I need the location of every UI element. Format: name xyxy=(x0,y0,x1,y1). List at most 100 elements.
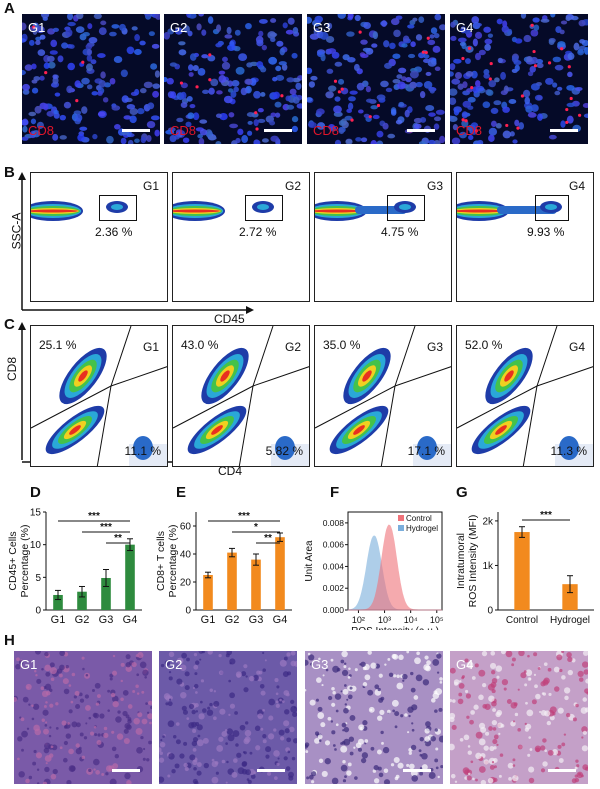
nucleus xyxy=(52,74,58,80)
tissue-cell xyxy=(547,667,552,672)
tissue-cell xyxy=(437,775,440,779)
tissue-cell xyxy=(181,652,188,659)
nucleus xyxy=(188,64,194,72)
tissue-cell xyxy=(567,656,573,663)
tissue-cell xyxy=(255,745,261,751)
tissue-cell xyxy=(19,716,22,719)
tissue-cell xyxy=(382,746,390,754)
tissue-cell xyxy=(59,746,63,750)
tissue-cell xyxy=(466,715,470,719)
nucleus xyxy=(514,38,523,44)
nucleus xyxy=(428,112,436,117)
nucleus xyxy=(392,53,401,59)
tissue-cell xyxy=(459,737,464,742)
nucleus xyxy=(307,97,313,102)
flow-cd45-g3: G3 4.75 % xyxy=(314,172,452,302)
tissue-cell xyxy=(331,686,335,691)
nucleus xyxy=(328,85,337,92)
tissue-cell xyxy=(348,736,355,742)
y-axis-label: ROS Intensity (MFI) xyxy=(467,515,479,608)
nucleus xyxy=(540,18,550,23)
nucleus xyxy=(187,112,195,119)
tissue-cell xyxy=(480,779,487,784)
tissue-cell xyxy=(133,717,140,725)
cd8-signal xyxy=(489,61,493,66)
nucleus xyxy=(474,52,481,61)
nucleus xyxy=(419,91,426,99)
nucleus xyxy=(512,139,518,144)
nucleus xyxy=(459,41,466,47)
cd8-signal xyxy=(280,94,284,98)
nucleus xyxy=(346,31,355,37)
density-contour xyxy=(457,209,504,213)
tissue-cell xyxy=(256,670,261,675)
nucleus xyxy=(97,53,106,58)
tissue-cell xyxy=(425,665,431,672)
nucleus xyxy=(210,78,219,87)
tissue-cell xyxy=(418,749,422,753)
tissue-cell xyxy=(109,673,114,678)
tissue-cell xyxy=(148,700,152,706)
nucleus xyxy=(536,95,543,101)
cd8-percentage: 43.0 % xyxy=(181,338,219,352)
nucleus xyxy=(275,112,281,118)
tissue-cell xyxy=(275,703,280,708)
tissue-cell xyxy=(97,694,101,699)
nucleus xyxy=(372,114,380,120)
tissue-cell xyxy=(450,667,456,674)
nucleus xyxy=(292,96,300,104)
tissue-cell xyxy=(353,746,356,749)
nucleus xyxy=(144,14,152,17)
nucleus xyxy=(222,56,228,63)
nucleus xyxy=(560,120,566,128)
tissue-cell xyxy=(347,762,352,767)
tissue-cell xyxy=(581,661,588,668)
tissue-cell xyxy=(214,761,219,765)
tissue-cell xyxy=(274,776,278,780)
tissue-cell xyxy=(36,678,42,684)
he-stain-g1: G1 xyxy=(14,651,152,784)
tissue-cell xyxy=(107,709,110,712)
nucleus xyxy=(393,29,401,38)
tissue-cell xyxy=(93,758,100,766)
tissue-cell xyxy=(372,769,377,773)
tissue-cell xyxy=(79,732,84,737)
tissue-cell xyxy=(194,702,199,708)
nucleus xyxy=(152,90,160,98)
tissue-cell xyxy=(226,760,229,764)
quadrant-line xyxy=(96,385,112,466)
tissue-cell xyxy=(500,651,506,655)
nucleus xyxy=(77,134,85,142)
panel-c-y-arrow xyxy=(18,322,26,460)
tissue-cell xyxy=(180,691,187,699)
nucleus xyxy=(31,79,38,84)
tissue-cell xyxy=(306,776,310,780)
tissue-cell xyxy=(91,689,95,693)
tissue-cell xyxy=(558,758,564,763)
quadrant-line xyxy=(522,385,538,466)
nucleus xyxy=(565,16,571,22)
nucleus xyxy=(169,62,178,67)
nucleus xyxy=(508,99,517,104)
tissue-cell xyxy=(213,690,217,693)
tissue-cell xyxy=(406,763,410,767)
tissue-cell xyxy=(49,703,54,708)
density-plot xyxy=(315,326,451,466)
tissue-cell xyxy=(244,721,249,725)
tissue-cell xyxy=(407,731,410,734)
tissue-cell xyxy=(45,762,48,765)
tissue-cell xyxy=(141,718,148,725)
tissue-cell xyxy=(94,733,98,737)
tissue-cell xyxy=(419,736,424,742)
nucleus xyxy=(514,119,520,127)
tissue-cell xyxy=(384,663,387,666)
tissue-cell xyxy=(523,670,527,674)
significance-label: *** xyxy=(540,510,552,521)
tissue-cell xyxy=(286,737,292,743)
tissue-cell xyxy=(34,669,37,673)
bar xyxy=(125,544,135,610)
y-tick-label: 20 xyxy=(180,578,192,589)
tissue-cell xyxy=(574,777,580,783)
nucleus xyxy=(270,112,277,118)
tissue-cell xyxy=(31,704,34,707)
